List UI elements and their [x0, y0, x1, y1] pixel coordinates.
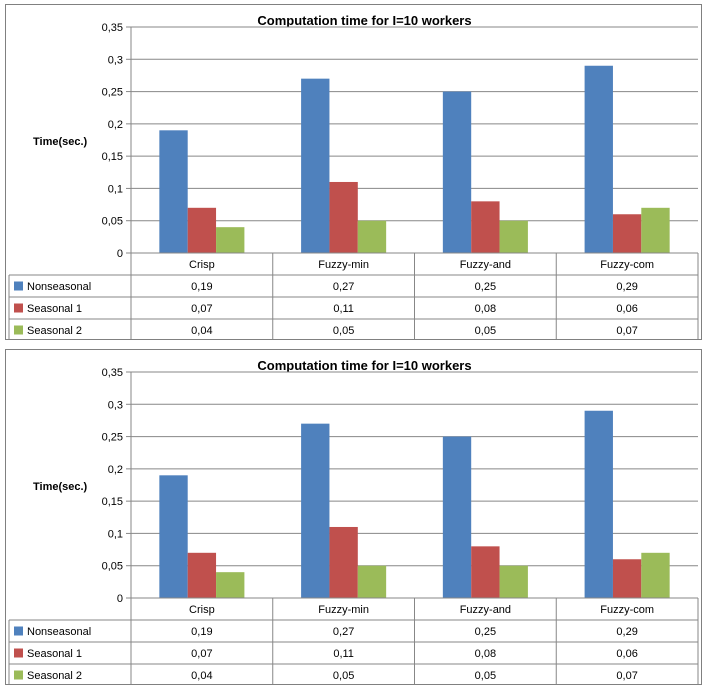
data-label: 0,27: [333, 626, 354, 638]
y-tick-label: 0,35: [102, 367, 123, 379]
x-category-label: Fuzzy-com: [600, 604, 654, 616]
y-tick-label: 0: [117, 593, 123, 605]
legend-swatch-nonseasonal: [14, 281, 23, 291]
y-tick-label: 0: [117, 248, 123, 260]
y-tick-label: 0,15: [102, 151, 123, 163]
y-tick-label: 0,1: [108, 528, 123, 540]
bar-seasonal-2-fuzzy-com: [641, 207, 670, 253]
y-tick-label: 0,2: [108, 464, 123, 476]
data-label: 0,25: [475, 626, 496, 638]
data-label: 0,07: [191, 648, 212, 660]
legend-swatch-seasonal-1: [14, 648, 23, 658]
data-label: 0,19: [191, 626, 212, 638]
legend-label: Nonseasonal: [27, 281, 91, 293]
data-label: 0,29: [616, 281, 637, 293]
bar-nonseasonal-fuzzy-com: [584, 410, 613, 598]
legend-label: Seasonal 1: [27, 648, 82, 660]
x-category-label: Fuzzy-and: [460, 604, 511, 616]
data-label: 0,04: [191, 670, 212, 682]
data-label: 0,25: [475, 281, 496, 293]
data-label: 0,07: [191, 303, 212, 315]
x-category-label: Crisp: [189, 259, 215, 271]
legend-label: Seasonal 1: [27, 303, 82, 315]
data-label: 0,07: [616, 325, 637, 337]
bar-nonseasonal-fuzzy-and: [442, 91, 472, 253]
y-tick-label: 0,3: [108, 399, 123, 411]
data-label: 0,05: [475, 670, 496, 682]
bar-nonseasonal-fuzzy-com: [584, 65, 613, 253]
legend-swatch-seasonal-2: [14, 670, 23, 680]
bar-seasonal-2-fuzzy-and: [499, 220, 528, 253]
bar-seasonal-2-fuzzy-com: [641, 552, 670, 598]
data-label: 0,08: [475, 648, 496, 660]
x-category-label: Fuzzy-min: [318, 259, 369, 271]
bar-nonseasonal-fuzzy-min: [301, 423, 330, 598]
y-tick-label: 0,05: [102, 216, 123, 228]
bar-seasonal-1-fuzzy-min: [329, 181, 358, 253]
legend-swatch-seasonal-2: [14, 325, 23, 335]
y-tick-label: 0,15: [102, 496, 123, 508]
bar-seasonal-2-fuzzy-min: [357, 565, 387, 598]
x-category-label: Fuzzy-and: [460, 259, 511, 271]
y-tick-label: 0,25: [102, 432, 123, 444]
bar-nonseasonal-crisp: [159, 130, 188, 253]
x-category-label: Crisp: [189, 604, 215, 616]
x-category-label: Fuzzy-com: [600, 259, 654, 271]
bar-seasonal-2-fuzzy-and: [499, 565, 528, 598]
y-tick-label: 0,1: [108, 183, 123, 195]
bar-seasonal-1-fuzzy-and: [471, 546, 500, 598]
data-label: 0,06: [616, 303, 637, 315]
data-label: 0,19: [191, 281, 212, 293]
data-label: 0,05: [333, 325, 354, 337]
y-tick-label: 0,35: [102, 22, 123, 34]
data-label: 0,05: [333, 670, 354, 682]
legend-label: Nonseasonal: [27, 626, 91, 638]
data-label: 0,05: [475, 325, 496, 337]
data-label: 0,04: [191, 325, 212, 337]
data-label: 0,06: [616, 648, 637, 660]
bar-seasonal-2-crisp: [216, 572, 245, 598]
bar-seasonal-1-crisp: [187, 207, 217, 253]
x-category-label: Fuzzy-min: [318, 604, 369, 616]
data-label: 0,08: [475, 303, 496, 315]
bar-seasonal-1-fuzzy-min: [329, 526, 358, 598]
bar-seasonal-2-fuzzy-min: [357, 220, 387, 253]
bar-seasonal-1-fuzzy-com: [612, 214, 642, 253]
bar-seasonal-1-crisp: [187, 552, 217, 598]
legend-label: Seasonal 2: [27, 325, 82, 337]
data-label: 0,07: [616, 670, 637, 682]
y-axis-label: Time(sec.): [33, 136, 88, 148]
bar-nonseasonal-fuzzy-and: [442, 436, 472, 598]
chart-panel-1: Computation time for I=10 workers 0 0,05 0,…: [5, 4, 702, 340]
y-tick-label: 0,3: [108, 54, 123, 66]
bar-seasonal-1-fuzzy-com: [612, 559, 642, 598]
y-tick-label: 0,25: [102, 87, 123, 99]
bar-chart-2: Computation time for I=10 workers 0 0,05 0,…: [8, 358, 699, 684]
bar-chart-1: Computation time for I=10 workers 0 0,05 0,…: [8, 13, 699, 339]
data-label: 0,11: [333, 303, 354, 315]
legend-label: Seasonal 2: [27, 670, 82, 682]
y-axis-label: Time(sec.): [33, 481, 88, 493]
chart-title: Computation time for I=10 workers: [257, 358, 471, 373]
bar-seasonal-2-crisp: [216, 227, 245, 253]
bar-seasonal-1-fuzzy-and: [471, 201, 500, 253]
legend-swatch-nonseasonal: [14, 626, 23, 636]
bar-nonseasonal-crisp: [159, 475, 188, 598]
data-label: 0,29: [616, 626, 637, 638]
data-label: 0,27: [333, 281, 354, 293]
chart-panel-2: Computation time for I=10 workers 0 0,05 0,…: [5, 349, 702, 685]
data-label: 0,11: [333, 648, 354, 660]
chart-title: Computation time for I=10 workers: [257, 13, 471, 28]
legend-swatch-seasonal-1: [14, 303, 23, 313]
bar-nonseasonal-fuzzy-min: [301, 78, 330, 254]
y-tick-label: 0,2: [108, 119, 123, 131]
y-tick-label: 0,05: [102, 561, 123, 573]
